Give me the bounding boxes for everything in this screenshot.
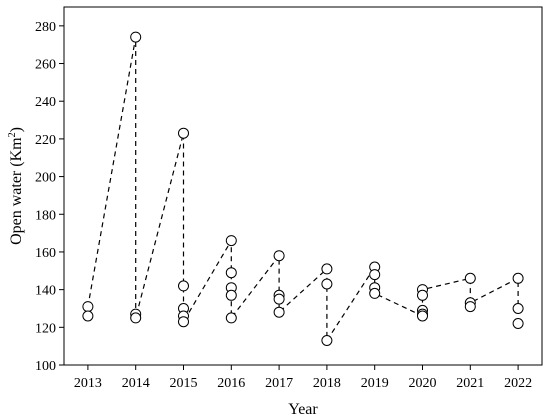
data-point xyxy=(178,280,189,292)
data-point xyxy=(82,310,94,322)
x-tick-label: 2017 xyxy=(265,376,293,391)
data-point xyxy=(369,287,381,299)
x-tick-label: 2018 xyxy=(313,376,341,391)
y-axis-title: Open water (Km2) xyxy=(7,127,25,245)
y-tick-label: 160 xyxy=(35,246,56,261)
y-tick-label: 240 xyxy=(35,95,56,110)
data-point xyxy=(225,235,237,247)
data-point xyxy=(417,310,428,322)
x-tick-label: 2013 xyxy=(74,376,102,391)
data-point xyxy=(178,127,189,139)
x-tick-label: 2015 xyxy=(170,376,198,391)
data-point xyxy=(321,335,333,346)
data-point xyxy=(321,278,333,290)
y-tick-label: 280 xyxy=(35,20,56,35)
x-tick-label: 2014 xyxy=(122,376,150,391)
data-point xyxy=(178,316,189,328)
data-point xyxy=(225,267,237,279)
data-point xyxy=(130,31,142,43)
y-tick-label: 100 xyxy=(35,359,56,374)
series-line xyxy=(87,36,519,343)
data-point xyxy=(512,303,524,314)
y-tick-label: 120 xyxy=(35,321,56,336)
data-point xyxy=(225,312,237,324)
y-tick-label: 220 xyxy=(35,133,56,148)
y-axis-title-main: Open water (Km xyxy=(8,137,25,245)
y-axis-title-superscript: 2 xyxy=(7,132,18,137)
plot-frame xyxy=(63,6,543,366)
data-point xyxy=(464,301,476,313)
y-tick-label: 180 xyxy=(35,208,56,223)
data-point xyxy=(273,293,285,305)
data-point xyxy=(225,289,237,301)
y-axis-title-close: ) xyxy=(8,127,25,132)
data-point xyxy=(321,263,333,275)
y-tick-label: 260 xyxy=(35,58,56,73)
x-axis-title: Year xyxy=(288,401,318,418)
data-point xyxy=(369,269,381,281)
data-point xyxy=(512,318,524,329)
x-tick-label: 2016 xyxy=(217,376,245,391)
x-tick-label: 2022 xyxy=(504,376,532,391)
y-tick-label: 200 xyxy=(35,171,56,186)
series xyxy=(82,31,524,346)
x-tick-label: 2020 xyxy=(409,376,437,391)
data-point xyxy=(464,272,476,284)
data-point xyxy=(82,301,94,313)
data-point xyxy=(130,312,142,324)
y-tick-label: 140 xyxy=(35,284,56,299)
data-point xyxy=(273,306,285,318)
y-axis: 100 120 140 160 180 200 220 240 260 280 xyxy=(35,20,64,374)
data-point xyxy=(512,272,524,284)
data-point xyxy=(273,250,285,262)
data-point xyxy=(417,289,428,301)
x-axis: 2013 2014 2015 2016 2017 2018 2019 2020 2021 2022 xyxy=(74,365,532,391)
x-tick-label: 2021 xyxy=(456,376,484,391)
x-tick-label: 2019 xyxy=(361,376,389,391)
